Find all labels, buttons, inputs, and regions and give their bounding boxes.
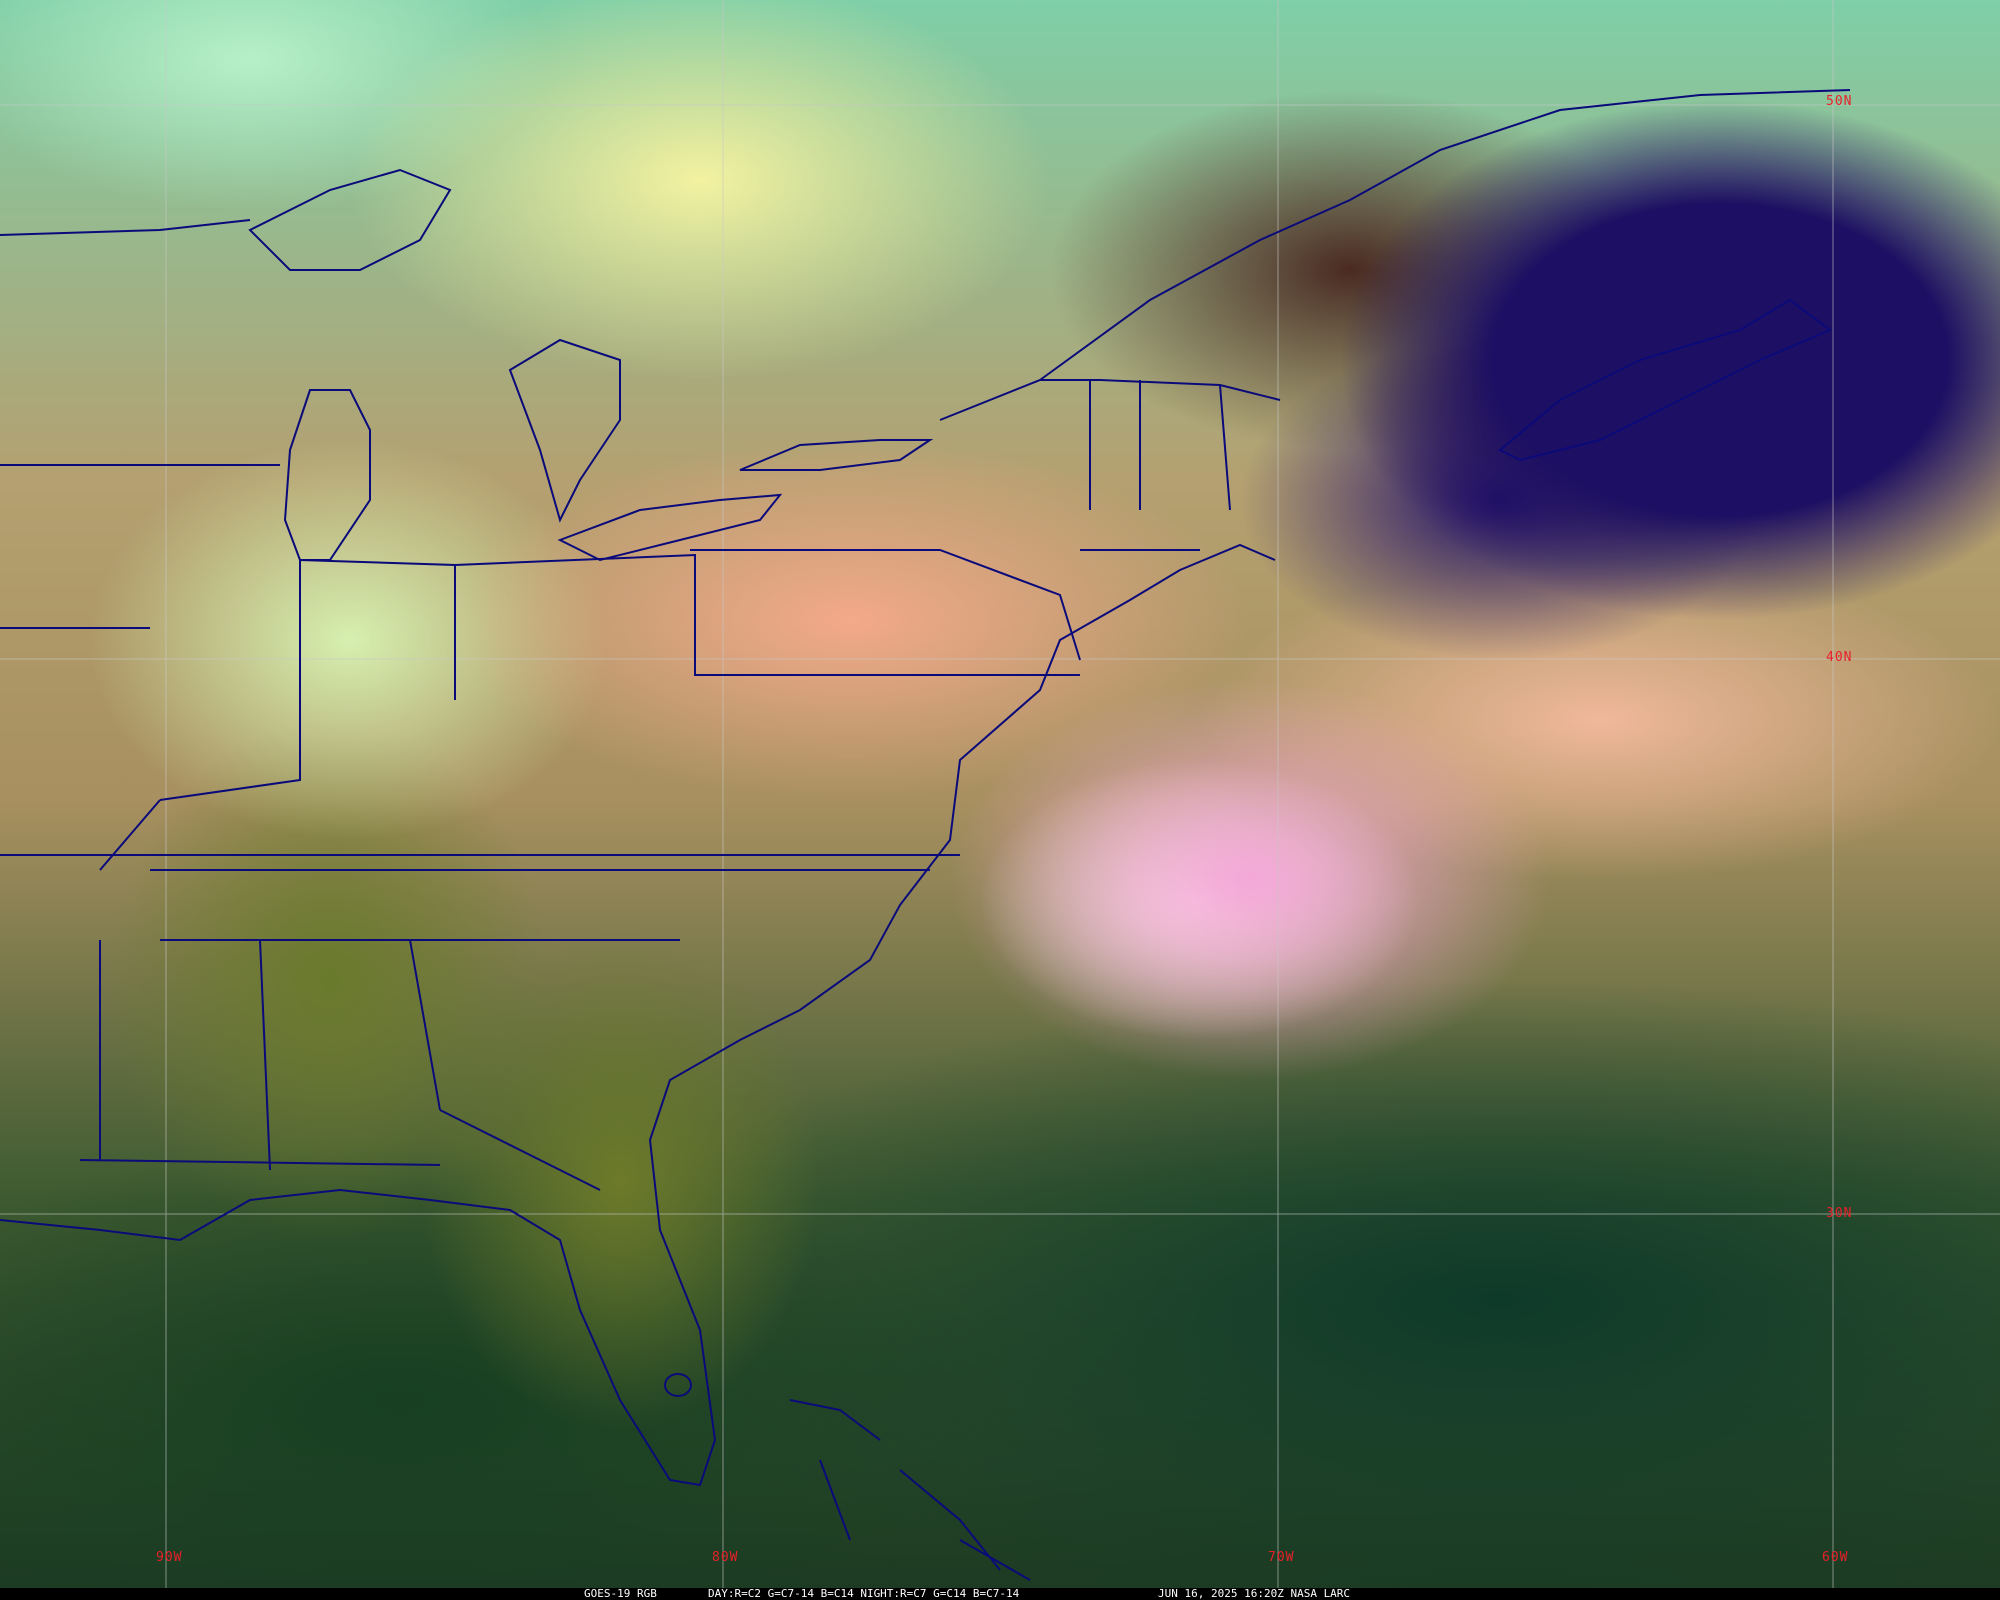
lat-label-30n: 30N [1826,1206,1853,1221]
lake-michigan [283,389,371,561]
lon-label-70w: 70W [1268,1550,1295,1565]
east-coastline [0,543,1276,1487]
state-lines [0,380,1231,1191]
boundaries [0,89,1851,1581]
lake-ontario [739,439,934,471]
lon-label-90w: 90W [156,1550,183,1565]
channel-recipe: DAY:R=C2 G=C7-14 B=C14 NIGHT:R=C7 G=C14 … [708,1587,1020,1600]
lake-superior [248,168,452,271]
lake-erie [557,493,783,562]
nova-scotia [1498,298,1832,462]
timestamp: JUN 16, 2025 16:20Z NASA LARC [1158,1587,1351,1600]
lake-okeechobee [664,1373,693,1397]
bahamas [789,1399,1031,1581]
caption-bar: GOES-19 RGB DAY:R=C2 G=C7-14 B=C14 NIGHT… [0,1588,2000,1600]
lake-huron [508,338,621,523]
lat-label-50n: 50N [1826,94,1853,109]
lon-label-80w: 80W [712,1550,739,1565]
satellite-label: GOES-19 RGB [584,1587,657,1600]
us-canada-border [0,219,1281,421]
lon-label-60w: 60W [1822,1550,1849,1565]
lat-label-40n: 40N [1826,650,1853,665]
canada-coast [1039,89,1851,381]
